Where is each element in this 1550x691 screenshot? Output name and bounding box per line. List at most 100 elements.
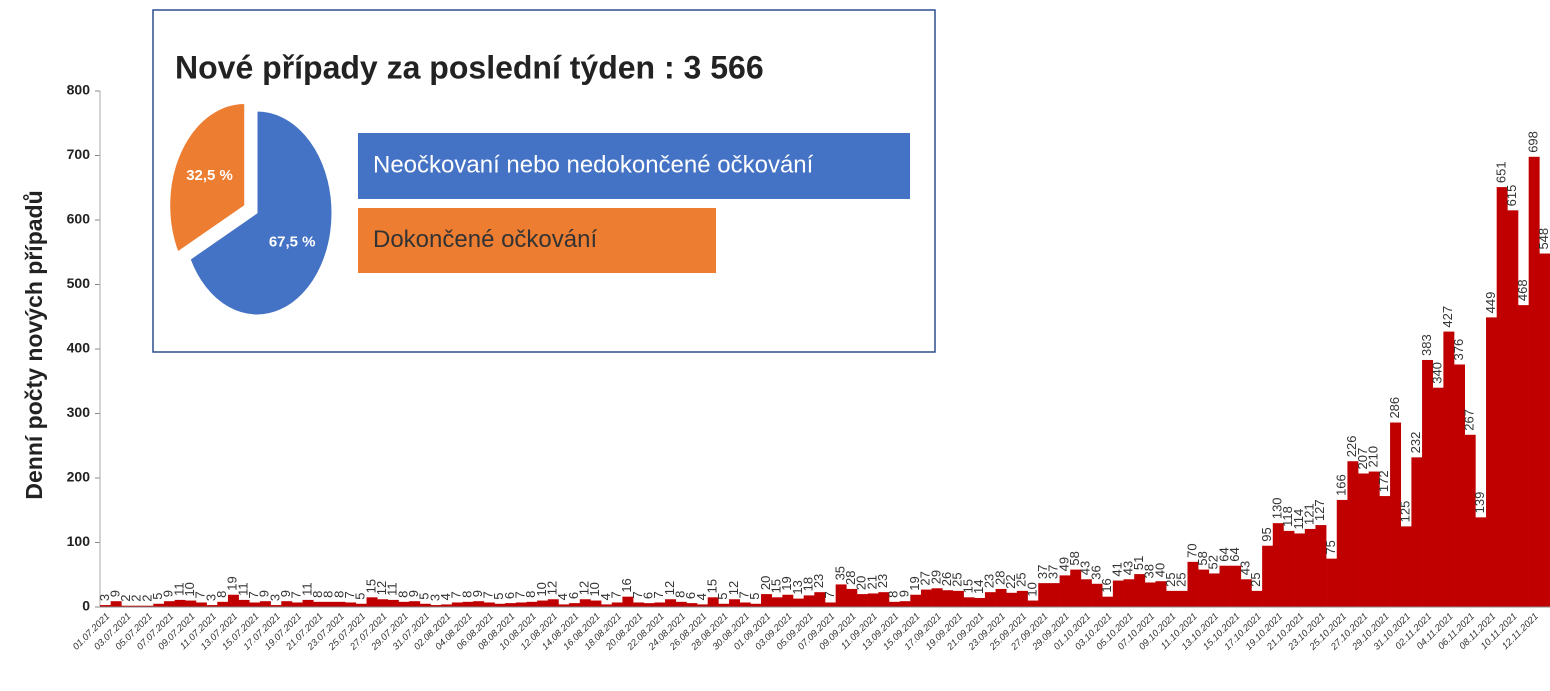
- bar: [1091, 583, 1103, 607]
- bar: [1518, 305, 1529, 607]
- bar: [1304, 528, 1316, 607]
- bar: [515, 602, 527, 607]
- bar: [142, 605, 154, 607]
- value-label: 26: [939, 572, 954, 586]
- bar: [888, 601, 900, 607]
- bar: [942, 590, 954, 607]
- value-label: 28: [843, 570, 858, 584]
- bar: [110, 601, 122, 607]
- bar: [1294, 533, 1306, 607]
- value-label: 9: [278, 590, 293, 597]
- value-label: 19: [779, 576, 794, 590]
- value-label: 340: [1429, 362, 1444, 384]
- value-label: 36: [1088, 565, 1103, 579]
- bar: [1038, 583, 1050, 607]
- value-label: 11: [235, 582, 250, 596]
- bar: [1230, 565, 1242, 607]
- value-label: 12: [662, 581, 677, 595]
- bar: [590, 600, 602, 607]
- value-label: 3: [97, 594, 112, 601]
- bar: [526, 601, 538, 607]
- value-label: 49: [1056, 557, 1071, 571]
- value-label: 27: [918, 571, 933, 585]
- value-label: 15: [704, 579, 719, 593]
- bar: [707, 597, 719, 607]
- bar: [1198, 569, 1210, 607]
- value-label: 12: [577, 581, 592, 595]
- bar: [920, 589, 932, 607]
- value-label: 40: [1152, 563, 1167, 577]
- bar: [1006, 592, 1018, 607]
- bar: [238, 599, 250, 607]
- bar: [1454, 364, 1466, 607]
- bar: [558, 604, 570, 607]
- value-label: 427: [1440, 306, 1455, 328]
- bar: [473, 601, 485, 607]
- bar: [153, 603, 165, 607]
- value-label: 51: [1131, 556, 1146, 570]
- value-label: 58: [1067, 551, 1082, 565]
- bar: [601, 604, 613, 607]
- bar: [217, 601, 229, 607]
- value-label: 12: [545, 581, 560, 595]
- value-label: 41: [1110, 562, 1125, 576]
- bar: [547, 599, 559, 607]
- value-label: 130: [1270, 497, 1285, 519]
- y-tick-label: 400: [67, 340, 91, 356]
- bar: [974, 597, 986, 607]
- bar: [1048, 583, 1060, 607]
- value-label: 172: [1376, 470, 1391, 492]
- value-label: 64: [1227, 547, 1242, 561]
- bar: [1432, 387, 1444, 607]
- bar: [451, 602, 463, 607]
- value-label: 20: [854, 576, 869, 590]
- value-label: 10: [182, 582, 197, 596]
- bar: [1112, 580, 1124, 607]
- value-label: 2: [139, 594, 154, 601]
- value-label: 8: [886, 591, 901, 598]
- bar: [1464, 434, 1476, 607]
- bar: [846, 588, 858, 607]
- bar: [814, 592, 826, 607]
- bar: [1187, 561, 1199, 607]
- value-label: 548: [1536, 228, 1550, 250]
- y-tick-label: 0: [82, 598, 90, 614]
- bar: [1016, 590, 1028, 607]
- bar: [1422, 359, 1434, 607]
- value-label: 70: [1184, 543, 1199, 557]
- bar: [505, 603, 517, 607]
- bar: [654, 602, 666, 607]
- value-label: 114: [1291, 509, 1306, 530]
- value-label: 7: [289, 591, 304, 598]
- value-label: 25: [1248, 572, 1263, 586]
- bar: [291, 602, 303, 607]
- value-label: 7: [513, 591, 528, 598]
- value-label: 9: [161, 590, 176, 597]
- value-label: 7: [651, 591, 666, 598]
- bar: [793, 598, 804, 607]
- value-label: 121: [1302, 503, 1317, 525]
- bar: [1379, 496, 1391, 607]
- value-label: 11: [385, 582, 400, 596]
- bar: [697, 604, 709, 607]
- value-label: 698: [1525, 131, 1540, 153]
- bar: [195, 602, 207, 607]
- bar: [771, 597, 783, 607]
- y-tick-label: 700: [67, 146, 91, 162]
- value-label: 468: [1515, 279, 1530, 301]
- value-label: 37: [1046, 565, 1061, 579]
- value-label: 5: [417, 593, 432, 600]
- bar: [686, 603, 698, 607]
- value-label: 4: [438, 593, 453, 600]
- value-label: 16: [619, 578, 634, 592]
- bar: [1507, 210, 1519, 607]
- value-label: 29: [928, 570, 943, 584]
- bar: [1240, 579, 1252, 607]
- y-tick-label: 500: [67, 275, 91, 291]
- bar: [345, 602, 357, 607]
- value-label: 37: [1035, 565, 1050, 579]
- value-label: 19: [907, 576, 922, 590]
- value-label: 127: [1312, 499, 1327, 521]
- value-label: 166: [1334, 474, 1349, 496]
- value-label: 8: [321, 591, 336, 598]
